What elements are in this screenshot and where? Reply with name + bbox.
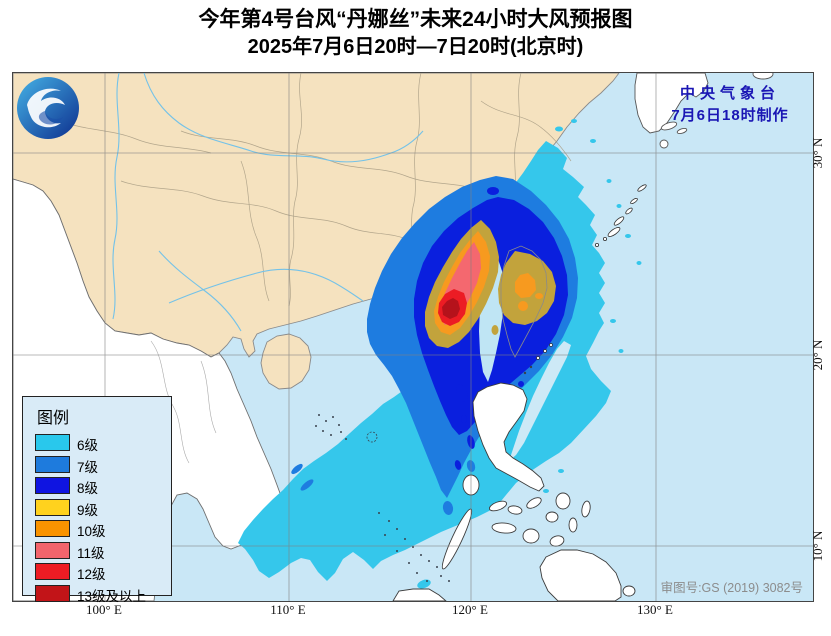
wind-area-level13 [442,298,460,319]
legend-row: 12级 [23,561,171,583]
issue-time: 7月6日18时制作 [671,107,789,124]
legend-label: 8级 [77,481,99,496]
lon-label-100e: 100° E [86,602,122,617]
lon-label-120e: 120° E [452,602,488,617]
legend-label: 10级 [77,524,106,539]
legend-label: 13级及以上 [77,588,147,604]
wind-area-level10-east [515,273,543,311]
lon-label-110e: 110° E [270,602,306,617]
sea-gap-wedge [509,341,571,461]
legend-swatch-11 [35,541,70,559]
legend-row: 9级 [23,497,171,519]
legend-row: 11级 [23,540,171,562]
rivers [112,73,424,332]
legend-swatch-13 [35,584,70,602]
legend-title: 图例 [37,410,70,427]
ryukyu-islands [595,184,647,247]
legend-label: 12级 [77,567,106,582]
legend-label: 7级 [77,459,99,475]
legend-swatch-9 [35,498,70,516]
legend-row: 13级及以上 [23,583,171,605]
legend-swatch-10 [35,520,70,537]
lat-label-30n: 30° N [810,137,825,169]
hainan-island [260,333,312,390]
lon-label-130e: 130° E [637,602,673,617]
legend-swatch-12 [35,563,70,580]
legend-label: 6级 [77,438,99,453]
taiwan-coastline [500,245,548,358]
title-line-1: 今年第4号台风“丹娜丝”未来24小时大风预报图 [198,8,633,31]
map-approval-number: 审图号:GS (2019) 3082号 [660,581,803,595]
legend-swatch-7 [35,455,70,473]
legend-swatch-8 [35,477,70,494]
legend-row: 6级 [23,432,171,454]
legend-row: 8级 [23,475,171,497]
philippines-islands [392,382,636,601]
lat-label-10n: 10° N [810,530,825,562]
legend-label: 9级 [77,502,99,518]
japan-islands [634,73,774,149]
legend-row: 10级 [23,518,171,540]
legend-swatch-6 [35,434,70,451]
legend-box: 图例 6级 7级 8级 9级 10级 11级 12级 [22,396,172,604]
page-title: 今年第4号台风“丹娜丝”未来24小时大风预报图 2025年7月6日20时—7日2… [0,6,831,60]
agency-name: 中央气象台 [679,85,780,102]
title-line-2: 2025年7月6日20时—7日20时(北京时) [247,36,584,58]
legend-label: 11级 [77,545,105,561]
cma-logo-icon [17,77,79,139]
lat-label-20n: 20° N [810,339,825,371]
legend-row: 7级 [23,454,171,476]
island-specks [315,343,553,582]
